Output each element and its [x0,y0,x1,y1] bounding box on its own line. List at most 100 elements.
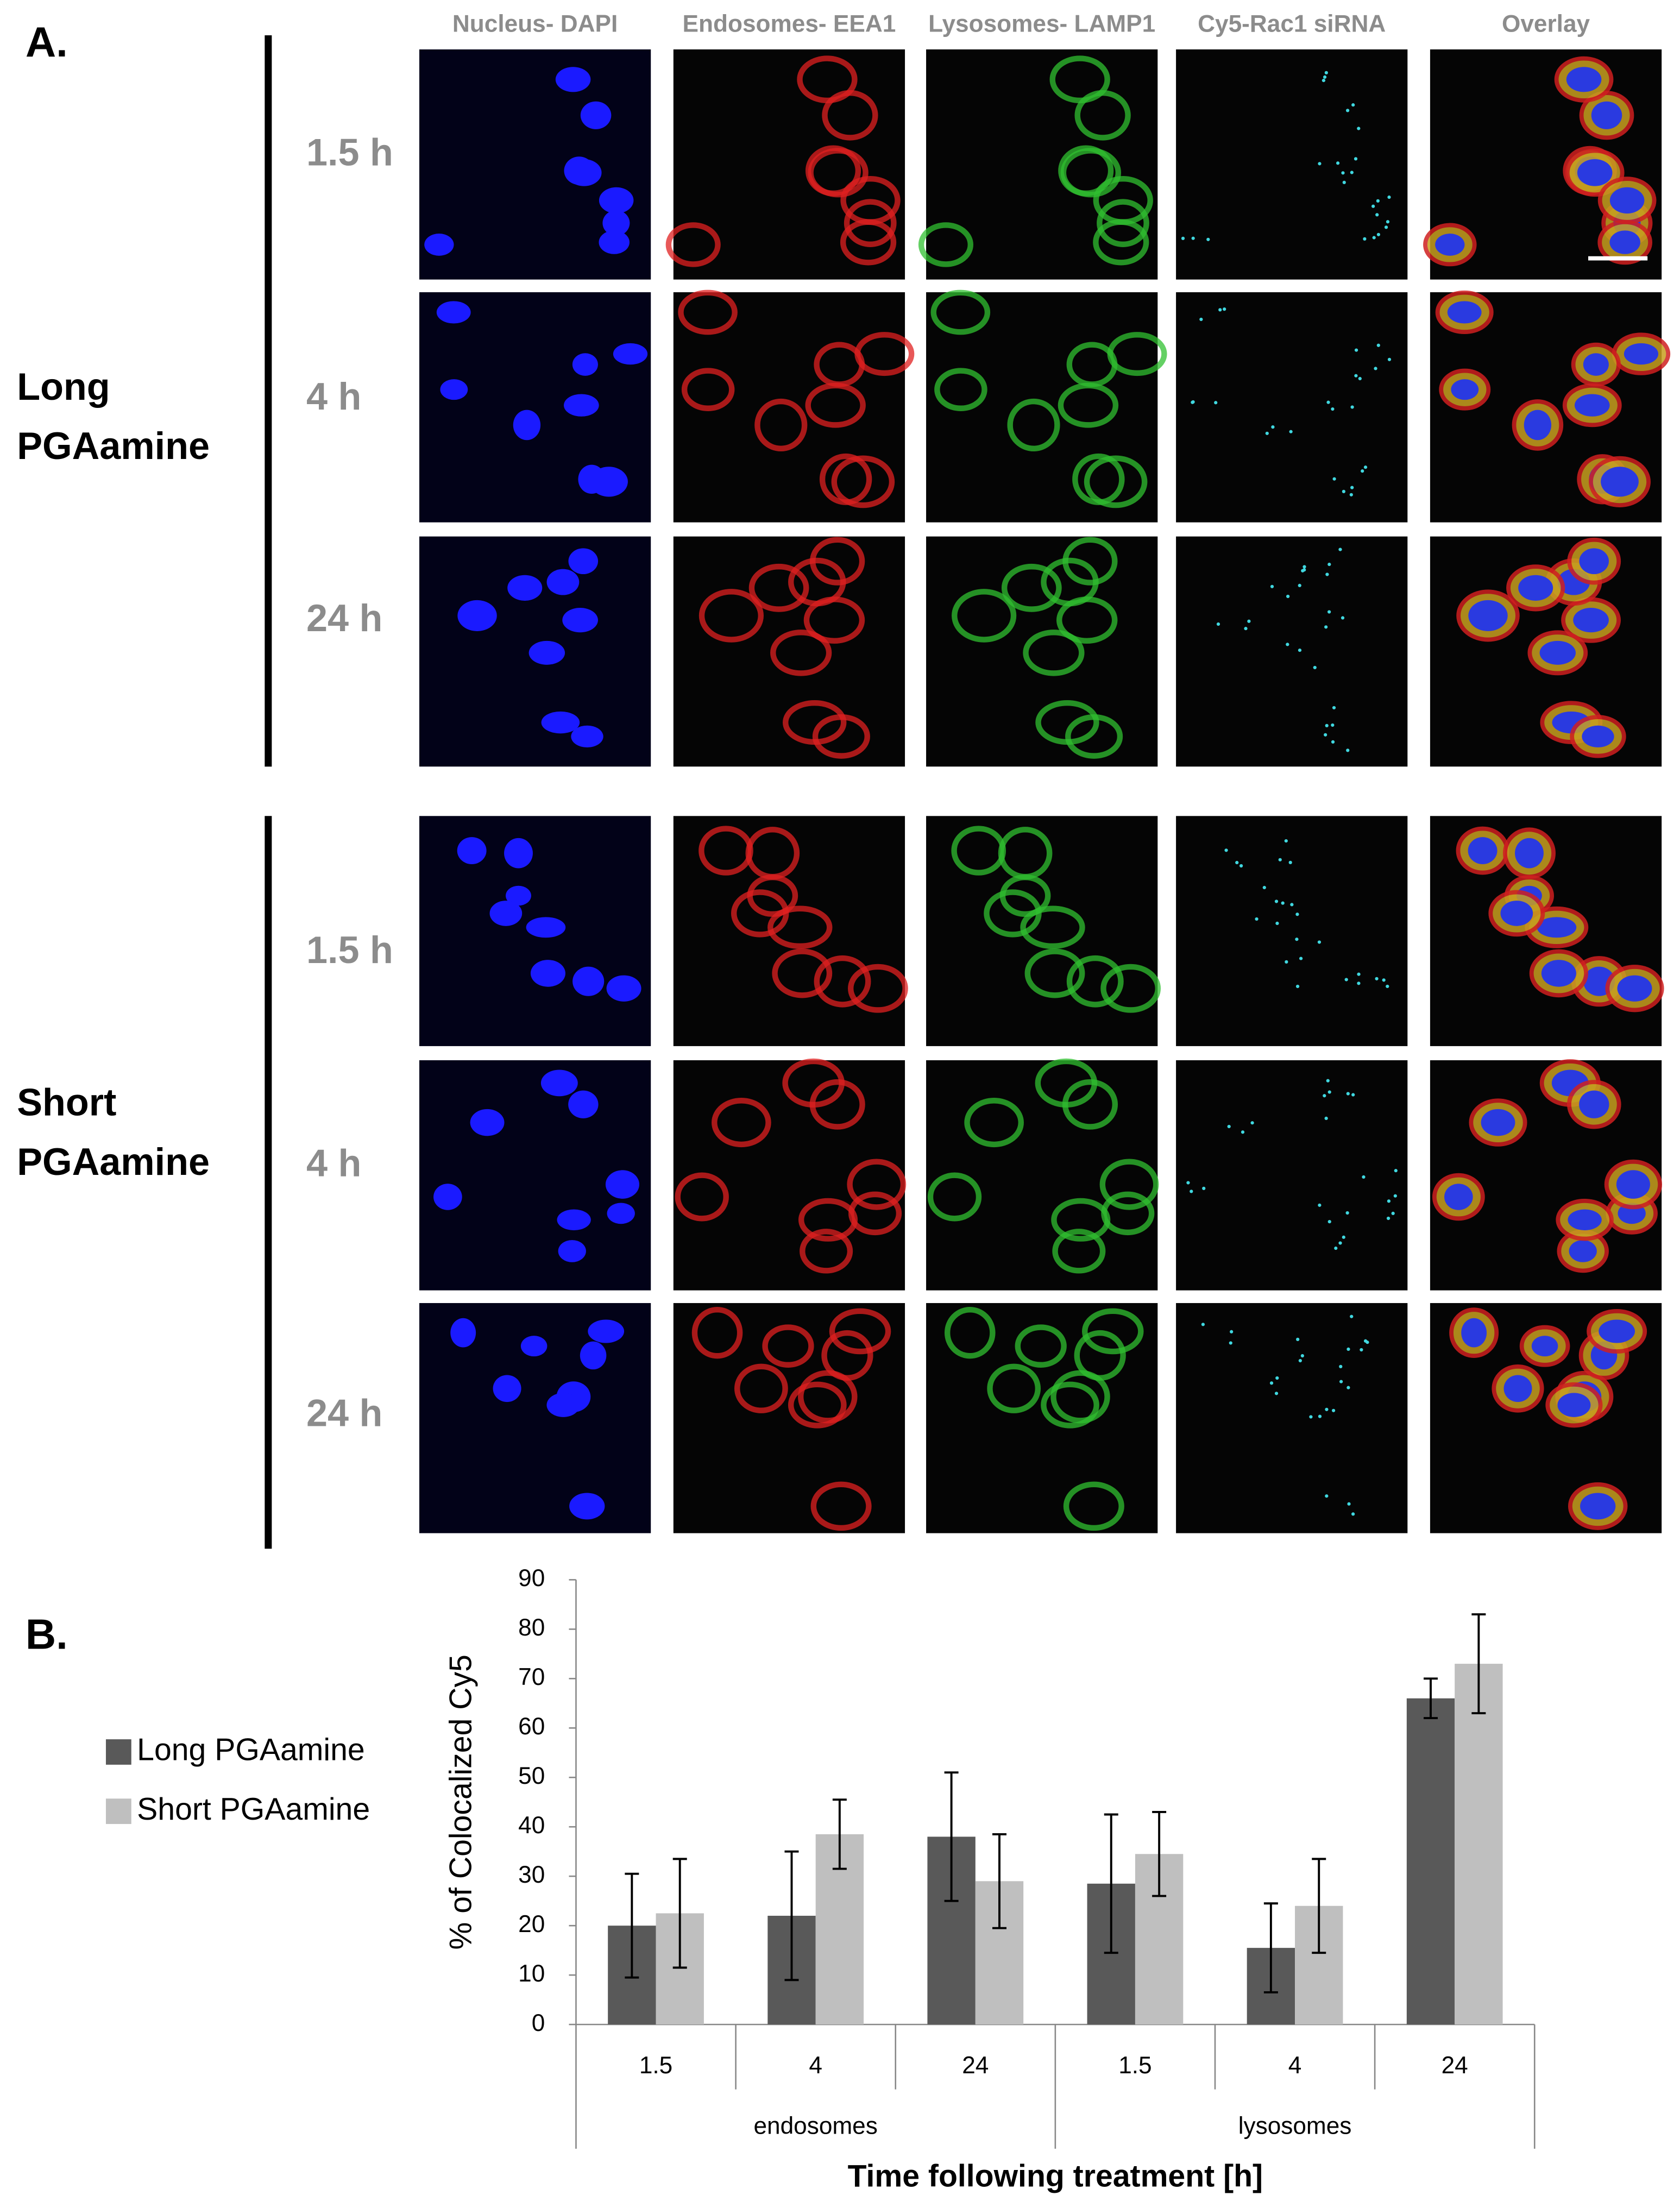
cell-stain [831,455,895,508]
sirna-dot [1202,1186,1206,1190]
sirna-dot [1342,489,1345,493]
nucleus [605,1170,639,1199]
time-label: 4 h [306,1141,361,1184]
panel-label: A. [26,18,68,66]
error-bar [1152,1811,1167,1897]
x-tick-label: 24 [962,2052,989,2079]
sirna-dot [1357,972,1361,976]
sirna-dot [1318,162,1322,166]
cell-stain [805,382,866,428]
nucleus [562,608,598,633]
cell-stain [678,290,738,335]
sirna-dot [1227,1124,1231,1129]
legend-swatch [105,1739,131,1765]
sirna-dot [1296,1337,1300,1341]
sirna-dot [1281,901,1285,905]
nucleus [541,711,580,734]
x-axis-title: Time following treatment [h] [848,2159,1263,2194]
sirna-dot [1350,405,1354,409]
sirna-dot [1347,1502,1351,1506]
group-label: endosomes [753,2113,877,2140]
cell-stain [1063,1481,1124,1531]
cell-stain [800,1229,853,1274]
cell-stain [848,964,908,1013]
sirna-dot [1317,940,1322,944]
sirna-dot [1334,1246,1338,1250]
sirna-dot [1191,400,1195,404]
overlay-nucleus [1524,410,1552,441]
sirna-dot [1350,486,1354,489]
nucleus [571,725,603,748]
time-label: 1.5 h [306,928,393,971]
error-bar [1471,1613,1486,1714]
error-bar [1104,1813,1118,1954]
cell-stain [1100,964,1161,1013]
sirna-dot [1324,625,1328,629]
sirna-dot [1181,236,1185,240]
sirna-dot [1186,1181,1190,1185]
nucleus [557,1209,591,1230]
sirna-dot [1223,307,1226,311]
nucleus [590,467,628,497]
sirna-dot [1322,78,1326,83]
overlay-nucleus [1481,1109,1515,1136]
sirna-dot [1351,1512,1355,1516]
sirna-dot [1275,921,1279,926]
cell-stain [934,368,987,411]
cell-stain [767,905,833,949]
column-header: Cy5-Rac1 siRNA [1198,10,1386,37]
sirna-dot [1350,171,1354,174]
sirna-dot [1191,236,1195,240]
bar [1406,1698,1455,2025]
nucleus [580,101,612,129]
sirna-dot [1344,978,1348,982]
x-tick-label: 24 [1442,2052,1468,2079]
cell-stain [1020,905,1085,949]
overlay-nucleus [1435,234,1465,256]
overlay-nucleus [1573,608,1609,633]
sirna-dot [1371,204,1375,208]
sirna-dot [1386,984,1389,989]
bar [1455,1664,1503,2025]
overlay-nucleus [1468,600,1508,631]
nucleus [568,1090,599,1118]
cell-stain [829,1308,891,1355]
cell-stain [964,1098,1024,1148]
y-tick-label: 10 [518,1960,545,1987]
sirna-dot [1339,1364,1343,1368]
cell-stain [1065,714,1123,759]
cell-stain [814,955,871,1008]
sirna-dot [1346,1386,1350,1389]
nucleus [506,885,531,906]
nucleus [602,210,630,236]
overlay-nucleus [1537,917,1577,938]
error-bar [625,1872,639,1979]
overlay-nucleus [1599,1319,1635,1343]
sirna-dot [1318,1414,1322,1418]
sirna-dot [1274,1392,1279,1395]
sirna-dot [1376,232,1381,236]
overlay-nucleus [1583,353,1609,376]
sirna-dot [1229,1341,1232,1345]
cell-stain [952,589,1017,643]
cell-stain [1049,55,1110,104]
y-tick-label: 30 [518,1861,545,1888]
cell-stain [788,1381,847,1429]
cell-stain [847,1159,907,1210]
cell-stain [1074,1330,1126,1381]
nucleus [572,966,605,996]
nucleus [566,159,602,186]
sirna-dot [1285,960,1288,964]
cell-stain [944,1306,996,1359]
sirna-dot [1357,982,1361,985]
sirna-dot [1278,858,1282,861]
sirna-dot [1309,1415,1313,1419]
sirna-dot [1325,573,1329,576]
cell-stain [1007,398,1060,452]
nucleus [613,343,648,365]
cell-stain [798,1198,858,1242]
overlay-nucleus [1461,1318,1487,1348]
nucleus [433,1184,462,1210]
nucleus [546,1393,580,1417]
